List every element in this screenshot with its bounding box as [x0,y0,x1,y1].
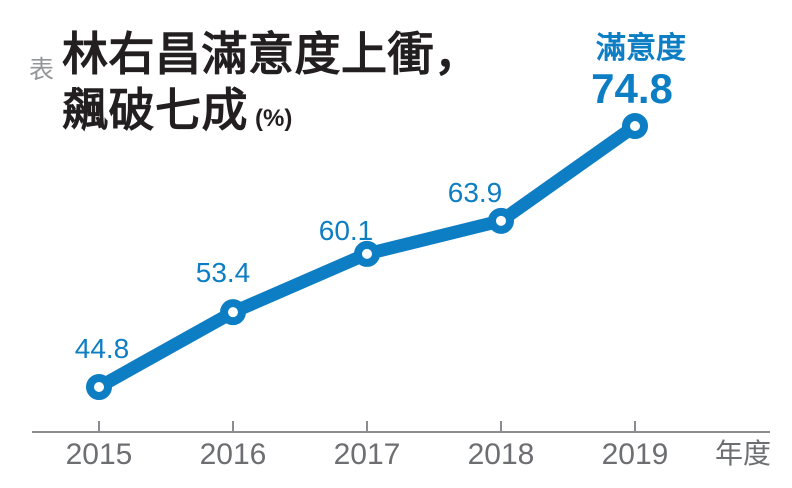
chart-tag-label: 表 [29,56,55,84]
x-axis-label: 2019 [602,438,669,471]
data-point-marker [488,207,514,234]
series-label: 滿意度 [596,31,686,65]
chart-title-line2: 飆破七成 (%) [62,84,293,136]
data-point-value-label: 74.8 [591,65,673,112]
x-axis-label: 2018 [468,438,535,471]
x-axis-title: 年度 [715,438,771,469]
data-point-value-label: 63.9 [448,177,503,208]
data-point-value-label: 60.1 [319,215,374,246]
data-point-value-label: 44.8 [75,333,130,364]
data-point-marker [354,240,380,267]
x-axis-label: 2016 [200,438,267,471]
x-axis-label: 2015 [66,438,133,471]
chart-title-line1: 林右昌滿意度上衝， [62,28,481,80]
data-point-marker [220,299,246,326]
unit-label: (%) [255,105,293,132]
data-point-value-label: 53.4 [196,257,251,288]
chart-title: 林右昌滿意度上衝， 飆破七成 (%) [62,26,481,147]
x-axis-label: 2017 [334,438,401,471]
data-point-marker [622,113,648,139]
data-point-marker [86,374,112,400]
